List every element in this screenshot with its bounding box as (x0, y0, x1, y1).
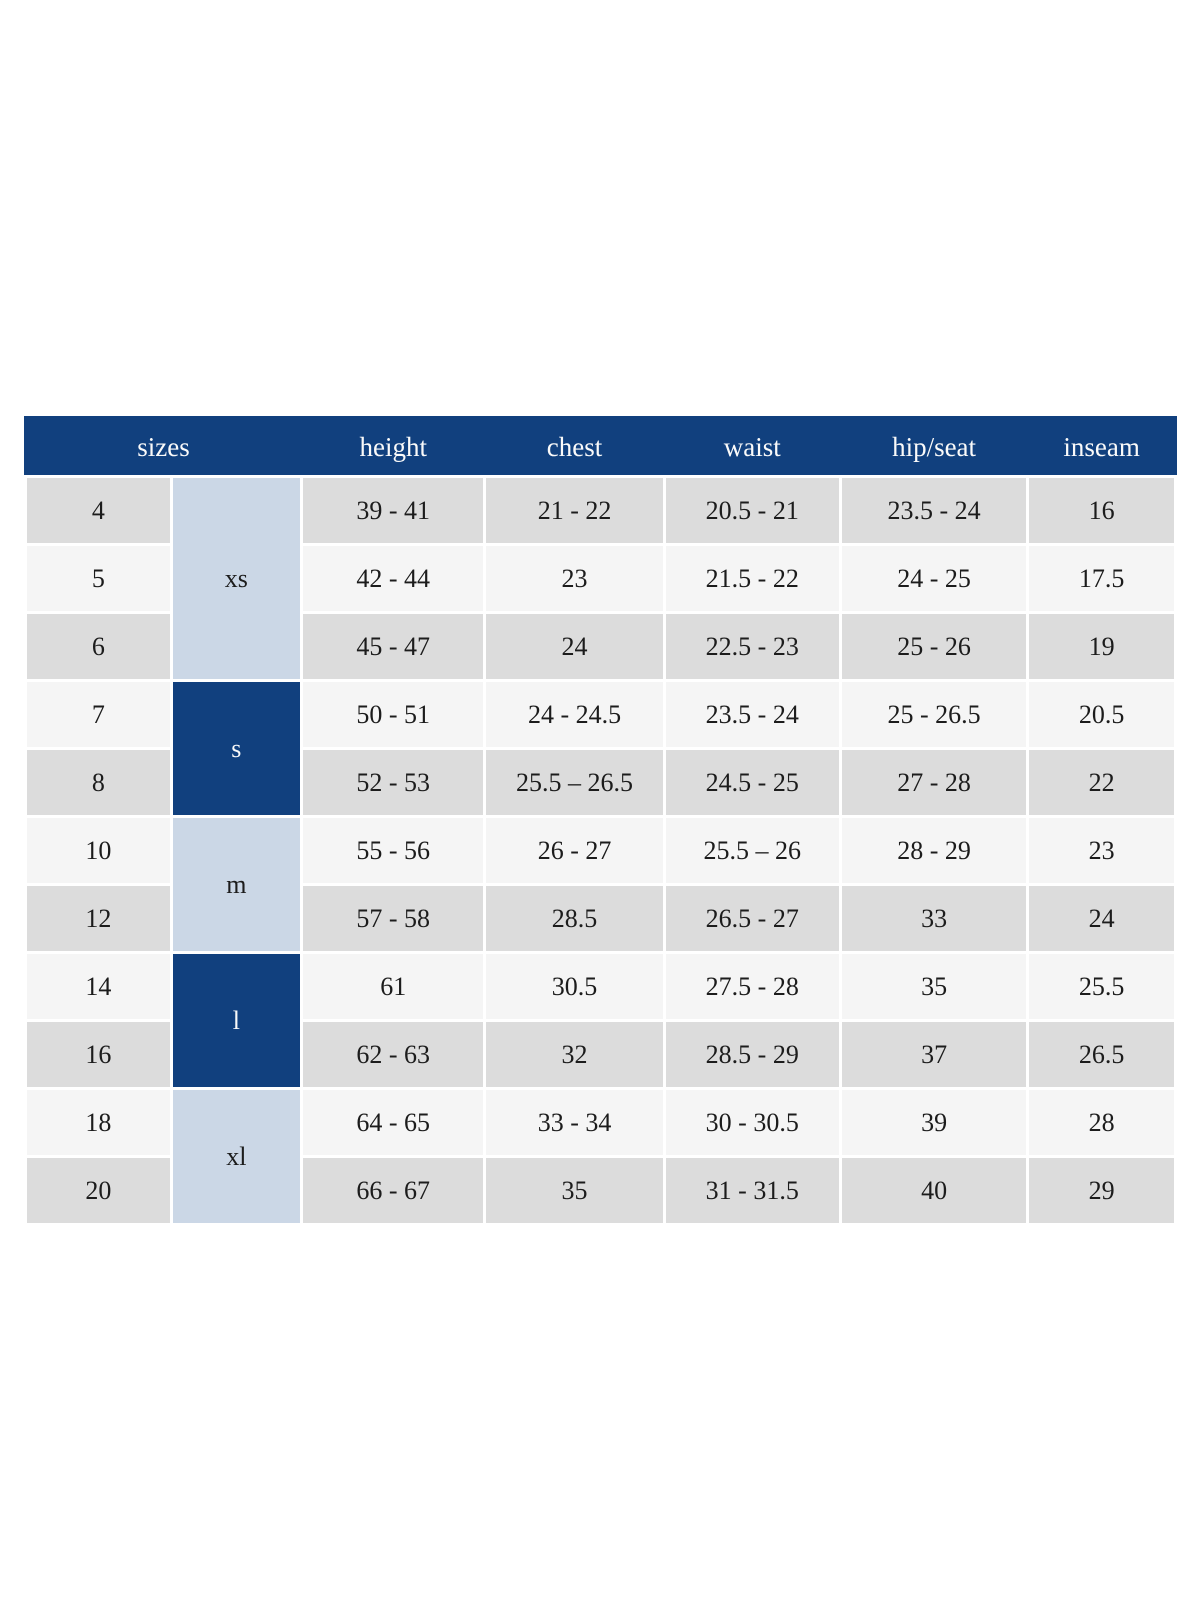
waist-cell: 24.5 - 25 (662, 747, 842, 818)
waist-cell: 28.5 - 29 (662, 1019, 842, 1090)
inseam-cell: 24 (1026, 883, 1177, 954)
table-row: 14 l 61 30.5 27.5 - 28 35 25.5 (24, 951, 1177, 1090)
waist-cell: 25.5 – 26 (662, 815, 842, 886)
table-row: 18 xl 64 - 65 33 - 34 30 - 30.5 39 28 (24, 1087, 1177, 1226)
size-group-cell: xs (169, 475, 304, 682)
waist-cell: 27.5 - 28 (662, 951, 842, 1022)
chest-cell: 30.5 (483, 951, 666, 1022)
header-sizes: sizes (23, 416, 304, 478)
hip-seat-cell: 37 (838, 1019, 1030, 1090)
chest-cell: 26 - 27 (483, 815, 666, 886)
table-row: 5 42 - 44 23 21.5 - 22 24 - 25 17.5 (24, 543, 1177, 614)
size-cell: 20 (24, 1155, 173, 1226)
height-cell: 57 - 58 (300, 883, 487, 954)
waist-cell: 26.5 - 27 (662, 883, 842, 954)
height-cell: 45 - 47 (300, 611, 487, 682)
header-chest: chest (483, 416, 666, 478)
table-row: 6 45 - 47 24 22.5 - 23 25 - 26 19 (24, 611, 1177, 682)
header-row: sizes height chest waist hip/seat inseam (23, 416, 1177, 478)
height-cell: 52 - 53 (300, 747, 487, 818)
size-cell: 6 (24, 611, 173, 682)
waist-cell: 21.5 - 22 (662, 543, 842, 614)
size-cell: 16 (24, 1019, 173, 1090)
chest-cell: 35 (483, 1155, 666, 1226)
size-group-cell: s (169, 679, 304, 818)
size-cell: 7 (24, 679, 173, 750)
header-hip-seat: hip/seat (838, 416, 1030, 478)
table-row: 12 57 - 58 28.5 26.5 - 27 33 24 (24, 883, 1177, 954)
height-cell: 55 - 56 (300, 815, 487, 886)
header-inseam: inseam (1026, 416, 1177, 478)
height-cell: 42 - 44 (300, 543, 487, 614)
chest-cell: 24 - 24.5 (483, 679, 666, 750)
size-cell: 12 (24, 883, 173, 954)
chest-cell: 33 - 34 (483, 1087, 666, 1158)
hip-seat-cell: 33 (838, 883, 1030, 954)
hip-seat-cell: 27 - 28 (838, 747, 1030, 818)
chest-cell: 24 (483, 611, 666, 682)
waist-cell: 31 - 31.5 (662, 1155, 842, 1226)
size-cell: 5 (24, 543, 173, 614)
chest-cell: 23 (483, 543, 666, 614)
height-cell: 50 - 51 (300, 679, 487, 750)
hip-seat-cell: 35 (838, 951, 1030, 1022)
chest-cell: 32 (483, 1019, 666, 1090)
hip-seat-cell: 40 (838, 1155, 1030, 1226)
inseam-cell: 16 (1026, 475, 1177, 546)
inseam-cell: 19 (1026, 611, 1177, 682)
inseam-cell: 20.5 (1026, 679, 1177, 750)
waist-cell: 23.5 - 24 (662, 679, 842, 750)
hip-seat-cell: 28 - 29 (838, 815, 1030, 886)
chest-cell: 21 - 22 (483, 475, 666, 546)
size-chart: sizes height chest waist hip/seat inseam… (23, 416, 1177, 1226)
size-cell: 8 (24, 747, 173, 818)
inseam-cell: 28 (1026, 1087, 1177, 1158)
inseam-cell: 17.5 (1026, 543, 1177, 614)
inseam-cell: 25.5 (1026, 951, 1177, 1022)
inseam-cell: 22 (1026, 747, 1177, 818)
hip-seat-cell: 39 (838, 1087, 1030, 1158)
size-group-cell: xl (169, 1087, 304, 1226)
height-cell: 39 - 41 (300, 475, 487, 546)
hip-seat-cell: 24 - 25 (838, 543, 1030, 614)
size-cell: 14 (24, 951, 173, 1022)
size-cell: 10 (24, 815, 173, 886)
table-row: 10 m 55 - 56 26 - 27 25.5 – 26 28 - 29 23 (24, 815, 1177, 954)
size-chart-table: sizes height chest waist hip/seat inseam… (23, 416, 1177, 1226)
table-row: 4 xs 39 - 41 21 - 22 20.5 - 21 23.5 - 24 16 (24, 475, 1177, 682)
waist-cell: 30 - 30.5 (662, 1087, 842, 1158)
table-row: 8 52 - 53 25.5 – 26.5 24.5 - 25 27 - 28 22 (24, 747, 1177, 818)
table-row: 7 s 50 - 51 24 - 24.5 23.5 - 24 25 - 26.5 20.5 (24, 679, 1177, 818)
hip-seat-cell: 25 - 26 (838, 611, 1030, 682)
inseam-cell: 23 (1026, 815, 1177, 886)
size-cell: 4 (24, 475, 173, 546)
table-row: 16 62 - 63 32 28.5 - 29 37 26.5 (24, 1019, 1177, 1090)
waist-cell: 20.5 - 21 (662, 475, 842, 546)
height-cell: 66 - 67 (300, 1155, 487, 1226)
size-group-cell: l (169, 951, 304, 1090)
chest-cell: 25.5 – 26.5 (483, 747, 666, 818)
inseam-cell: 29 (1026, 1155, 1177, 1226)
header-waist: waist (662, 416, 842, 478)
height-cell: 62 - 63 (300, 1019, 487, 1090)
height-cell: 64 - 65 (300, 1087, 487, 1158)
hip-seat-cell: 23.5 - 24 (838, 475, 1030, 546)
chest-cell: 28.5 (483, 883, 666, 954)
size-group-cell: m (169, 815, 304, 954)
table-row: 20 66 - 67 35 31 - 31.5 40 29 (24, 1155, 1177, 1226)
size-cell: 18 (24, 1087, 173, 1158)
waist-cell: 22.5 - 23 (662, 611, 842, 682)
header-height: height (300, 416, 487, 478)
hip-seat-cell: 25 - 26.5 (838, 679, 1030, 750)
inseam-cell: 26.5 (1026, 1019, 1177, 1090)
height-cell: 61 (300, 951, 487, 1022)
